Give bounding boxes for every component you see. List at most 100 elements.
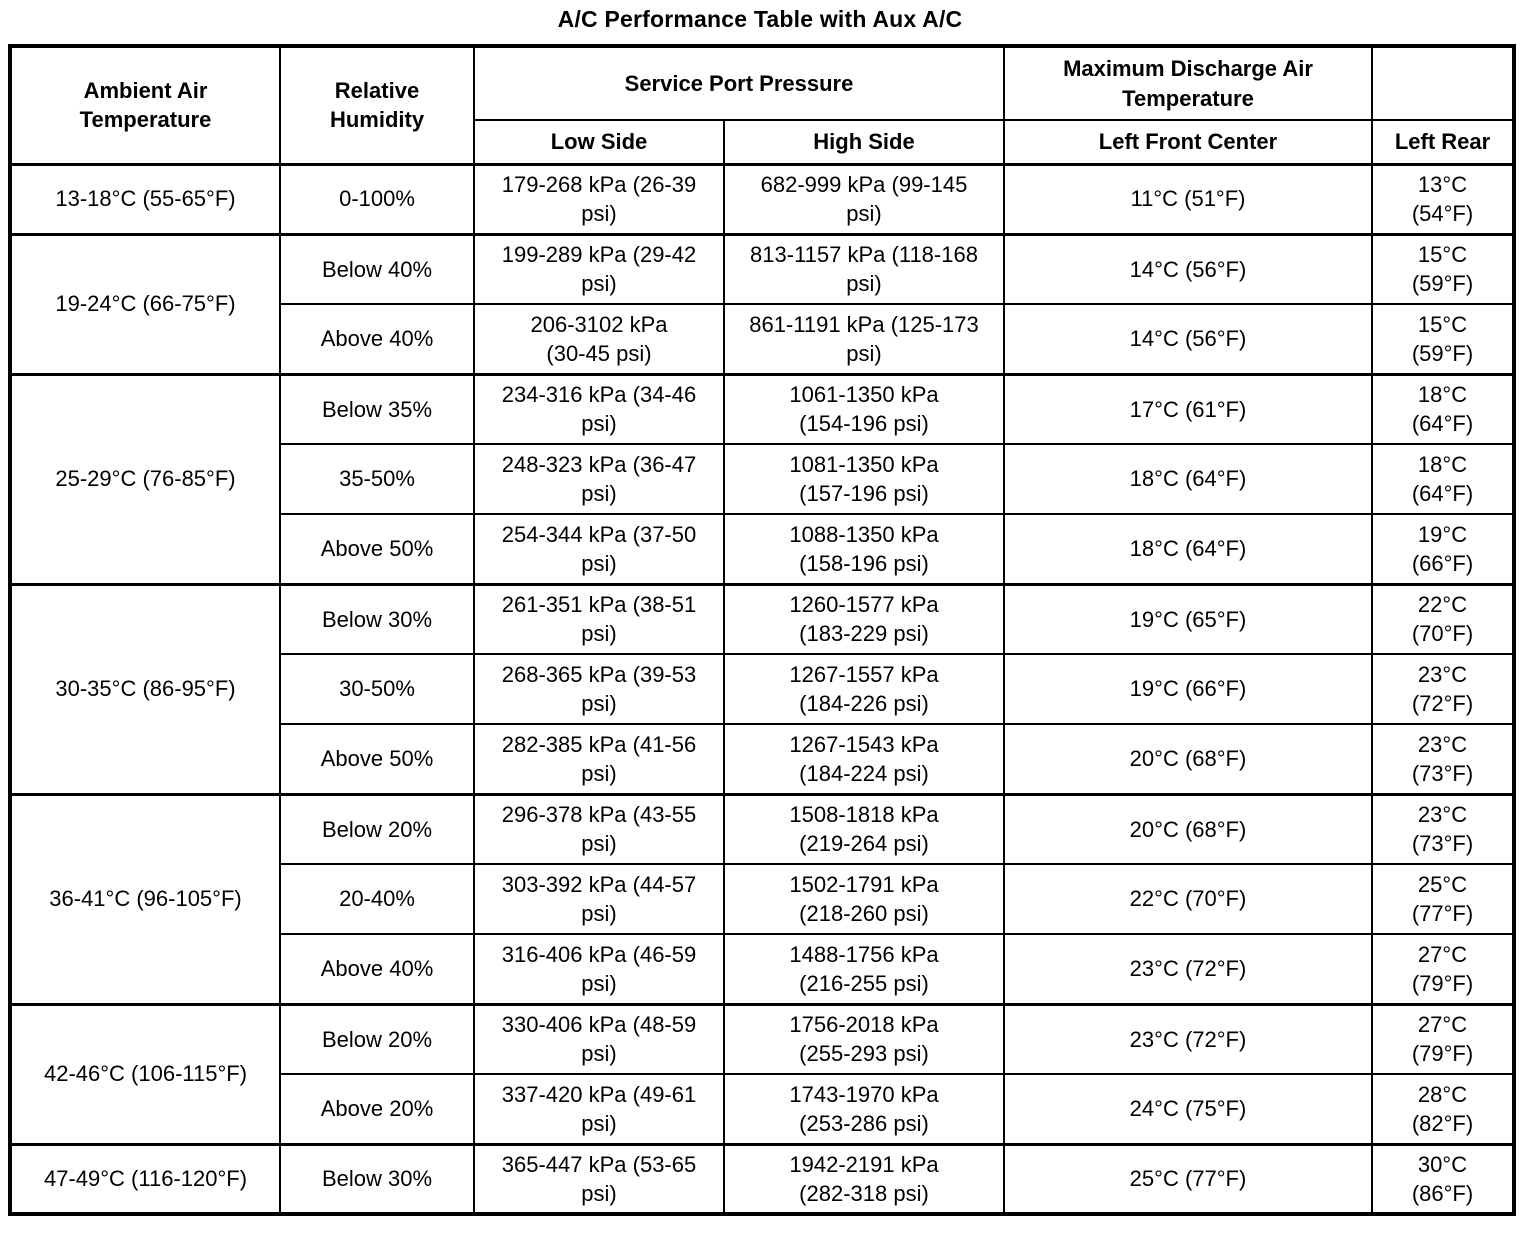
low-side-pressure-cell: 337-420 kPa (49-61 psi) bbox=[473, 1073, 725, 1145]
left-rear-temperature-cell: 23°C (73°F) bbox=[1371, 792, 1515, 865]
left-front-center-temperature-cell: 25°C (77°F) bbox=[1003, 1142, 1373, 1215]
relative-humidity-cell: Below 30% bbox=[279, 1142, 475, 1215]
high-side-pressure-cell: 1502-1791 kPa (218-260 psi) bbox=[723, 863, 1005, 935]
high-side-pressure-cell: 1942-2191 kPa (282-318 psi) bbox=[723, 1142, 1005, 1215]
table-title: A/C Performance Table with Aux A/C bbox=[557, 6, 963, 32]
left-rear-temperature-cell: 23°C (73°F) bbox=[1371, 723, 1515, 795]
ambient-temperature-cell: 25-29°C (76-85°F) bbox=[9, 372, 281, 585]
relative-humidity-cell: Below 40% bbox=[279, 232, 475, 305]
left-front-center-temperature-cell: 19°C (65°F) bbox=[1003, 582, 1373, 655]
high-side-pressure-cell: 1508-1818 kPa (219-264 psi) bbox=[723, 792, 1005, 865]
low-side-pressure-cell: 316-406 kPa (46-59 psi) bbox=[473, 933, 725, 1005]
left-front-center-temperature-cell: 14°C (56°F) bbox=[1003, 303, 1373, 375]
left-rear-temperature-cell: 19°C (66°F) bbox=[1371, 513, 1515, 585]
low-side-pressure-cell: 261-351 kPa (38-51 psi) bbox=[473, 582, 725, 655]
left-rear-temperature-cell: 13°C (54°F) bbox=[1371, 162, 1515, 235]
left-rear-temperature-cell: 23°C (72°F) bbox=[1371, 653, 1515, 725]
table-header: Ambient Air Temperature Relative Humidit… bbox=[9, 45, 1515, 166]
left-rear-temperature-cell: 22°C (70°F) bbox=[1371, 582, 1515, 655]
high-side-pressure-cell: 1743-1970 kPa (253-286 psi) bbox=[723, 1073, 1005, 1145]
left-front-center-temperature-cell: 20°C (68°F) bbox=[1003, 723, 1373, 795]
low-side-pressure-cell: 199-289 kPa (29-42 psi) bbox=[473, 232, 725, 305]
table-row: Above 40% 316-406 kPa (46-59 psi) 1488-175… bbox=[10, 933, 1515, 1005]
col-header-blank bbox=[1371, 45, 1515, 121]
table-body: 13-18°C (55-65°F) 0-100% 179-268 kPa (26-3… bbox=[9, 162, 1515, 1215]
col-header-low-side: Low Side bbox=[473, 119, 725, 166]
col-header-left-front-center: Left Front Center bbox=[1003, 119, 1373, 166]
relative-humidity-cell: Below 20% bbox=[279, 1002, 475, 1075]
high-side-pressure-cell: 1488-1756 kPa (216-255 psi) bbox=[723, 933, 1005, 1005]
col-header-service-port-pressure: Service Port Pressure bbox=[473, 45, 1005, 121]
low-side-pressure-cell: 248-323 kPa (36-47 psi) bbox=[473, 443, 725, 515]
low-side-pressure-cell: 179-268 kPa (26-39 psi) bbox=[473, 162, 725, 235]
left-front-center-temperature-cell: 20°C (68°F) bbox=[1003, 792, 1373, 865]
relative-humidity-cell: Above 20% bbox=[279, 1073, 475, 1145]
high-side-pressure-cell: 1260-1577 kPa (183-229 psi) bbox=[723, 582, 1005, 655]
table-row: 19-24°C (66-75°F) Below 40% 199-289 kPa (2… bbox=[9, 232, 1515, 375]
table-row: Above 50% 254-344 kPa (37-50 psi) 1088-135… bbox=[10, 513, 1515, 585]
table-row: 30-50% 268-365 kPa (39-53 psi) 1267-1557 k… bbox=[10, 653, 1515, 725]
ambient-temperature-cell: 47-49°C (116-120°F) bbox=[9, 1142, 281, 1215]
low-side-pressure-cell: 365-447 kPa (53-65 psi) bbox=[473, 1142, 725, 1215]
ambient-temperature-cell: 42-46°C (106-115°F) bbox=[9, 1002, 281, 1145]
ambient-temperature-cell: 36-41°C (96-105°F) bbox=[9, 792, 281, 1005]
left-rear-temperature-cell: 15°C (59°F) bbox=[1371, 303, 1515, 375]
table-row: Above 40% 206-3102 kPa (30-45 psi) 861-119… bbox=[10, 303, 1515, 375]
ac-performance-table: Ambient Air Temperature Relative Humidit… bbox=[8, 44, 1516, 1216]
table-row: 42-46°C (106-115°F) Below 20% 330-406 kPa … bbox=[9, 1002, 1515, 1145]
col-header-ambient-air-temperature: Ambient Air Temperature bbox=[9, 45, 281, 165]
table-row: 13-18°C (55-65°F) 0-100% 179-268 kPa (26-3… bbox=[9, 162, 1515, 235]
table-row: 20-40% 303-392 kPa (44-57 psi) 1502-1791 k… bbox=[10, 863, 1515, 935]
table-row: 30-35°C (86-95°F) Below 30% 261-351 kPa (3… bbox=[9, 582, 1515, 795]
relative-humidity-cell: Above 50% bbox=[279, 723, 475, 795]
left-rear-temperature-cell: 18°C (64°F) bbox=[1371, 372, 1515, 445]
low-side-pressure-cell: 303-392 kPa (44-57 psi) bbox=[473, 863, 725, 935]
low-side-pressure-cell: 296-378 kPa (43-55 psi) bbox=[473, 792, 725, 865]
relative-humidity-cell: Above 50% bbox=[279, 513, 475, 585]
high-side-pressure-cell: 1061-1350 kPa (154-196 psi) bbox=[723, 372, 1005, 445]
left-rear-temperature-cell: 18°C (64°F) bbox=[1371, 443, 1515, 515]
relative-humidity-cell: Above 40% bbox=[279, 933, 475, 1005]
high-side-pressure-cell: 1081-1350 kPa (157-196 psi) bbox=[723, 443, 1005, 515]
left-front-center-temperature-cell: 24°C (75°F) bbox=[1003, 1073, 1373, 1145]
relative-humidity-cell: Below 30% bbox=[279, 582, 475, 655]
high-side-pressure-cell: 1267-1543 kPa (184-224 psi) bbox=[723, 723, 1005, 795]
col-header-maximum-discharge-air-temperature: Maximum Discharge Air Temperature bbox=[1003, 45, 1373, 121]
left-front-center-temperature-cell: 11°C (51°F) bbox=[1003, 162, 1373, 235]
table-row: 35-50% 248-323 kPa (36-47 psi) 1081-1350 k… bbox=[10, 443, 1515, 515]
high-side-pressure-cell: 861-1191 kPa (125-173 psi) bbox=[723, 303, 1005, 375]
left-rear-temperature-cell: 25°C (77°F) bbox=[1371, 863, 1515, 935]
ambient-temperature-cell: 13-18°C (55-65°F) bbox=[9, 162, 281, 235]
left-front-center-temperature-cell: 14°C (56°F) bbox=[1003, 232, 1373, 305]
low-side-pressure-cell: 282-385 kPa (41-56 psi) bbox=[473, 723, 725, 795]
left-front-center-temperature-cell: 18°C (64°F) bbox=[1003, 443, 1373, 515]
left-front-center-temperature-cell: 18°C (64°F) bbox=[1003, 513, 1373, 585]
low-side-pressure-cell: 206-3102 kPa (30-45 psi) bbox=[473, 303, 725, 375]
relative-humidity-cell: 20-40% bbox=[279, 863, 475, 935]
left-front-center-temperature-cell: 19°C (66°F) bbox=[1003, 653, 1373, 725]
table-row: 25-29°C (76-85°F) Below 35% 234-316 kPa (3… bbox=[9, 372, 1515, 585]
high-side-pressure-cell: 1267-1557 kPa (184-226 psi) bbox=[723, 653, 1005, 725]
high-side-pressure-cell: 682-999 kPa (99-145 psi) bbox=[723, 162, 1005, 235]
relative-humidity-cell: Below 20% bbox=[279, 792, 475, 865]
low-side-pressure-cell: 234-316 kPa (34-46 psi) bbox=[473, 372, 725, 445]
high-side-pressure-cell: 1088-1350 kPa (158-196 psi) bbox=[723, 513, 1005, 585]
table-row: 47-49°C (116-120°F) Below 30% 365-447 kPa … bbox=[9, 1142, 1515, 1215]
ambient-temperature-cell: 19-24°C (66-75°F) bbox=[9, 232, 281, 375]
left-front-center-temperature-cell: 23°C (72°F) bbox=[1003, 1002, 1373, 1075]
relative-humidity-cell: 35-50% bbox=[279, 443, 475, 515]
table-row: Above 20% 337-420 kPa (49-61 psi) 1743-197… bbox=[10, 1073, 1515, 1145]
left-rear-temperature-cell: 27°C (79°F) bbox=[1371, 933, 1515, 1005]
ambient-temperature-cell: 30-35°C (86-95°F) bbox=[9, 582, 281, 795]
left-rear-temperature-cell: 27°C (79°F) bbox=[1371, 1002, 1515, 1075]
col-header-relative-humidity: Relative Humidity bbox=[279, 45, 475, 165]
left-rear-temperature-cell: 15°C (59°F) bbox=[1371, 232, 1515, 305]
col-header-left-rear: Left Rear bbox=[1371, 119, 1515, 166]
relative-humidity-cell: 30-50% bbox=[279, 653, 475, 725]
relative-humidity-cell: Below 35% bbox=[279, 372, 475, 445]
left-front-center-temperature-cell: 22°C (70°F) bbox=[1003, 863, 1373, 935]
relative-humidity-cell: 0-100% bbox=[279, 162, 475, 235]
header-row-top: Ambient Air Temperature Relative Humidit… bbox=[9, 45, 1515, 165]
high-side-pressure-cell: 1756-2018 kPa (255-293 psi) bbox=[723, 1002, 1005, 1075]
table-row: 36-41°C (96-105°F) Below 20% 296-378 kPa (… bbox=[9, 792, 1515, 1005]
